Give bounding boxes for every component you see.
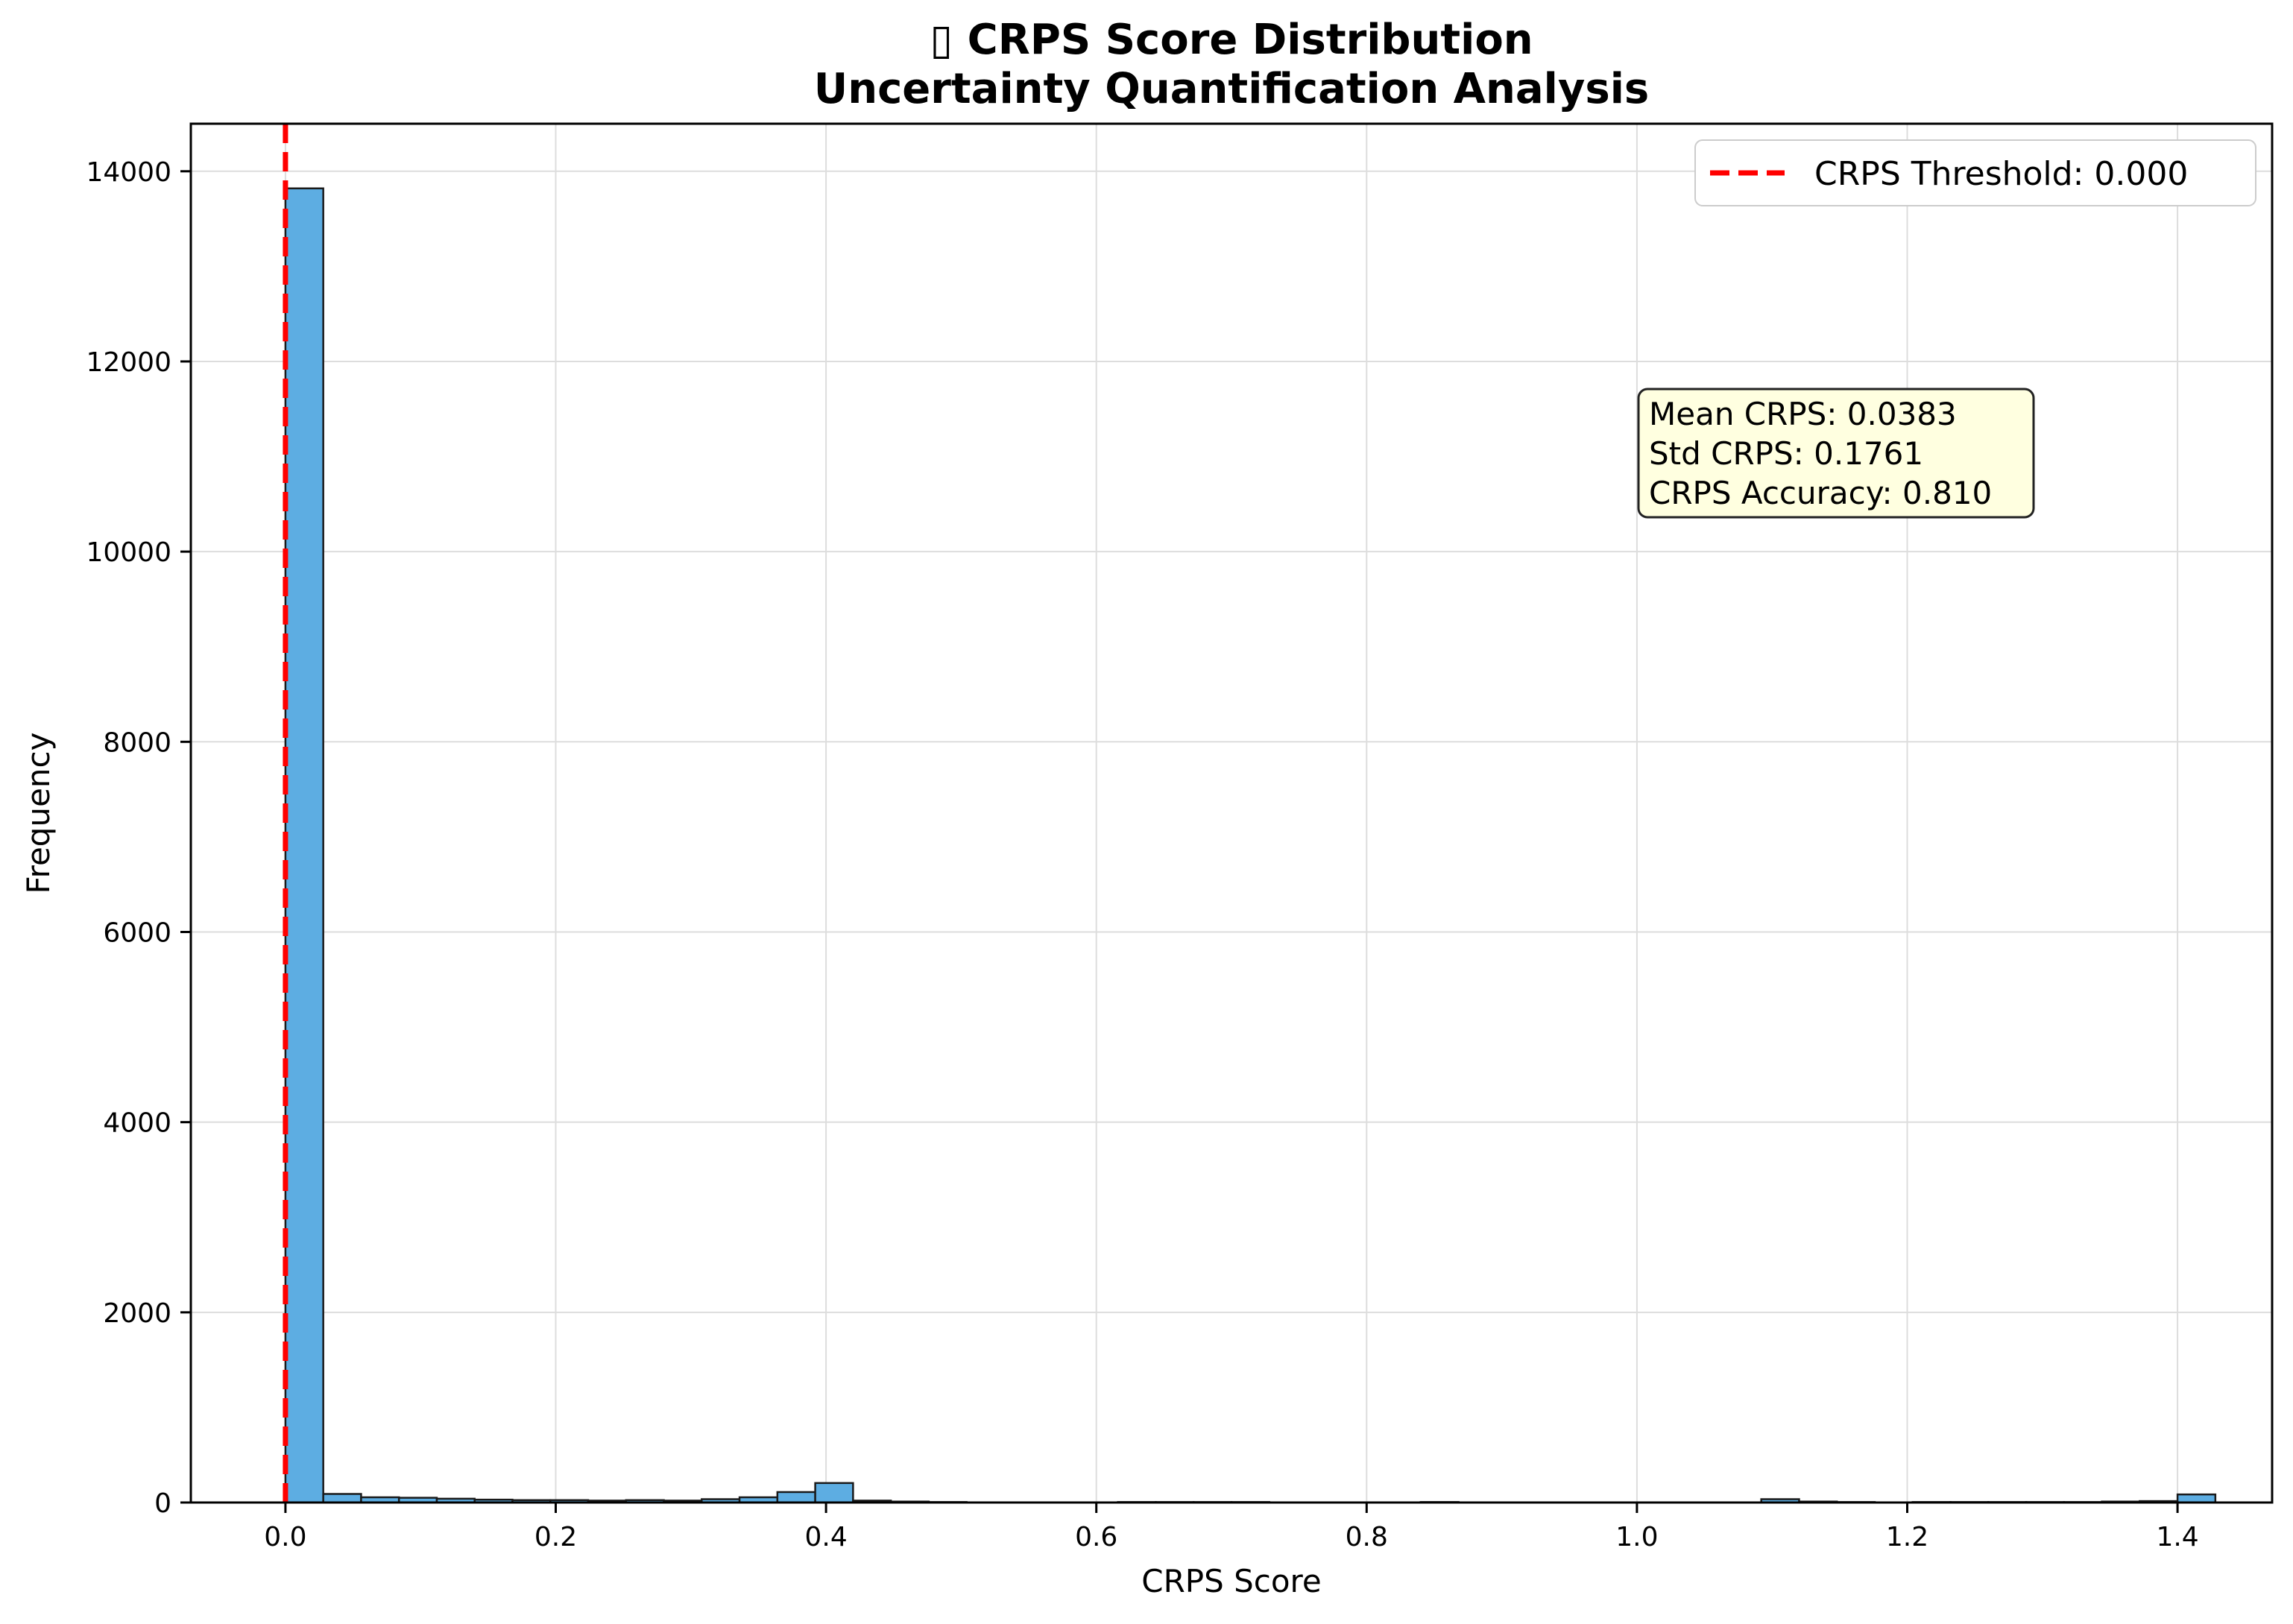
y-tick-label: 0 [154,1488,171,1519]
y-tick-label: 6000 [103,917,171,948]
histogram-bar [776,1491,816,1504]
legend-threshold-label: CRPS Threshold: 0.000 [1814,155,2188,193]
y-tick-label: 4000 [103,1108,171,1139]
stats-mean: Mean CRPS: 0.0383 [1649,396,1957,432]
y-tick-label: 8000 [103,727,171,758]
y-axis-label: Frequency [20,733,57,894]
chart-legend: CRPS Threshold: 0.000 [1694,139,2256,206]
legend-box [1694,139,2256,206]
y-tick-label: 12000 [86,347,171,378]
x-tick-label: 0.8 [1346,1522,1388,1552]
x-axis-label: CRPS Score [1141,1563,1321,1599]
histogram-bar [322,1493,362,1504]
x-tick-label: 0.0 [264,1522,306,1552]
x-tick-label: 0.4 [804,1522,847,1552]
plot-frame [189,122,2274,1504]
stats-annotation: Mean CRPS: 0.0383 Std CRPS: 0.1761 CRPS … [1637,388,2035,519]
x-axis-ticks: 0.0 0.2 0.4 0.6 0.8 1.0 1.2 1.4 [264,1503,2199,1552]
chart-title-line1: ▯ CRPS Score Distribution [930,16,1533,64]
x-tick-label: 1.4 [2156,1522,2198,1552]
chart-title-line2: Uncertainty Quantification Analysis [814,65,1649,113]
y-tick-label: 10000 [86,537,171,568]
stats-std: Std CRPS: 0.1761 [1649,435,1923,472]
x-tick-label: 0.6 [1075,1522,1117,1552]
x-tick-label: 1.2 [1886,1522,1928,1552]
histogram-bar [814,1482,854,1504]
histogram-bar [284,187,324,1504]
stats-accuracy: CRPS Accuracy: 0.810 [1649,475,1992,511]
stats-annotation-box [1637,388,2035,519]
x-tick-label: 0.2 [534,1522,577,1552]
y-axis-ticks: 0 2000 4000 6000 8000 10000 12000 14000 [86,157,191,1519]
y-tick-label: 14000 [86,157,171,188]
histogram-bar [2176,1493,2217,1504]
histogram-bars [284,187,2217,1504]
y-tick-label: 2000 [103,1298,171,1329]
x-tick-label: 1.0 [1615,1522,1658,1552]
grid-lines [191,124,2272,1503]
